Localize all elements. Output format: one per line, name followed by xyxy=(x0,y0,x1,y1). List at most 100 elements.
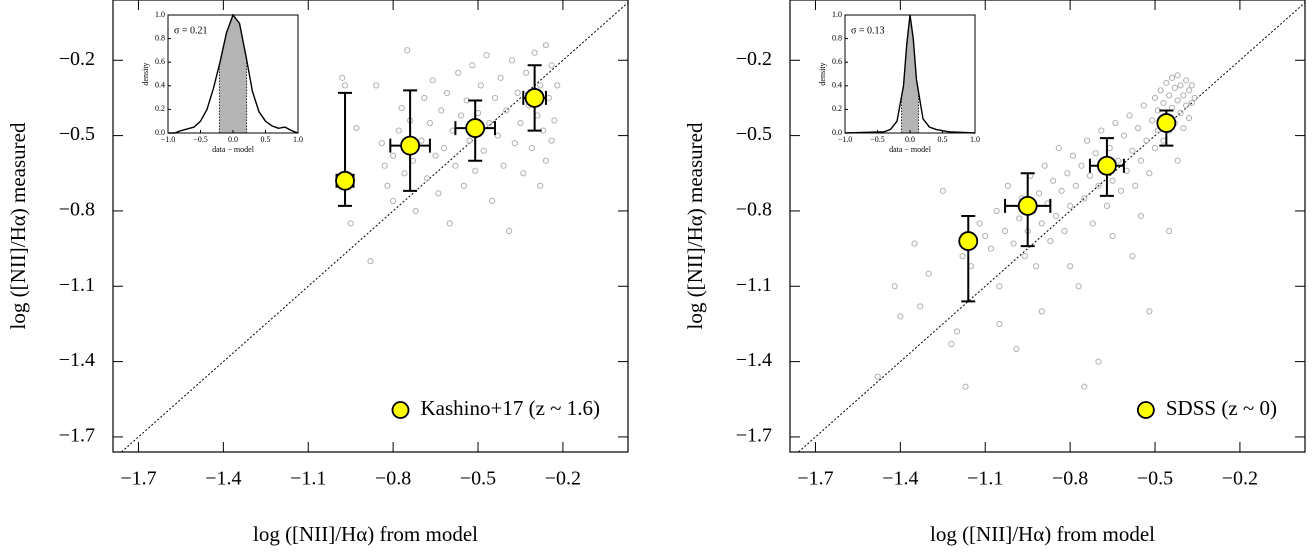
one-to-one-line xyxy=(121,2,629,453)
y-tick-label: −0.2 xyxy=(59,48,95,70)
data-point xyxy=(1132,182,1139,189)
shaded-region xyxy=(901,15,919,133)
data-point xyxy=(1098,127,1105,134)
data-point xyxy=(429,77,436,84)
inset-x-label: data − model xyxy=(212,145,255,154)
data-point xyxy=(426,119,434,127)
data-point xyxy=(959,253,966,260)
data-point xyxy=(1013,345,1020,353)
data-point xyxy=(491,94,499,102)
data-point xyxy=(996,320,1003,328)
data-point xyxy=(1109,232,1116,240)
data-point xyxy=(469,62,476,69)
data-point xyxy=(1143,137,1150,144)
data-point xyxy=(534,112,541,119)
data-point xyxy=(398,104,405,112)
data-point xyxy=(1109,177,1116,184)
data-point xyxy=(1095,358,1102,365)
inset-x-tick-label: 0.0 xyxy=(228,135,238,144)
binned-point xyxy=(524,88,545,108)
data-point xyxy=(443,89,451,97)
data-point xyxy=(457,112,465,119)
inset-x-tick-label: 0.5 xyxy=(261,135,271,144)
data-point xyxy=(341,82,349,89)
y-tick-label: −1.1 xyxy=(59,274,95,296)
data-point xyxy=(1146,170,1153,177)
inset-x-label: data − model xyxy=(889,145,932,154)
data-point xyxy=(1166,227,1173,235)
data-point xyxy=(1058,187,1065,194)
data-point xyxy=(1050,177,1057,184)
data-point xyxy=(353,124,360,132)
data-point xyxy=(523,69,530,76)
legend-label: SDSS (z ~ 0) xyxy=(1166,396,1277,420)
y-tick-label: −1.1 xyxy=(736,274,772,296)
data-point xyxy=(1069,152,1077,159)
inset-annotation: σ = 0.21 xyxy=(174,25,208,36)
data-point xyxy=(1185,87,1193,94)
x-axis-label: log ([NII]/Hα) from model xyxy=(930,522,1155,546)
data-point xyxy=(1151,145,1159,152)
data-point xyxy=(347,220,354,227)
data-point xyxy=(925,270,932,277)
legend-marker xyxy=(1136,401,1155,419)
data-point xyxy=(1123,167,1130,174)
binned-point xyxy=(465,118,486,138)
data-point xyxy=(1021,253,1028,260)
data-point xyxy=(1117,187,1125,194)
data-point xyxy=(435,190,442,197)
inset-y-tick-label: 0.8 xyxy=(155,33,165,42)
data-point xyxy=(418,137,425,144)
data-point xyxy=(939,187,946,194)
x-tick-label: −1.1 xyxy=(967,468,1003,490)
data-point xyxy=(511,140,518,147)
data-point xyxy=(472,167,479,174)
data-point xyxy=(537,182,544,189)
y-tick-label: −0.5 xyxy=(59,123,95,145)
y-tick-label: −1.4 xyxy=(736,349,772,371)
data-point xyxy=(987,245,995,252)
data-point xyxy=(1174,157,1181,164)
data-point xyxy=(1041,162,1048,169)
data-point xyxy=(1067,202,1074,210)
data-point xyxy=(996,283,1003,290)
binned-point xyxy=(335,170,355,191)
data-point xyxy=(1075,283,1082,290)
data-point xyxy=(1089,220,1096,227)
data-point xyxy=(1160,99,1167,107)
x-tick-label: −1.7 xyxy=(120,468,156,490)
data-point xyxy=(1157,87,1164,94)
data-point xyxy=(449,127,456,134)
x-axis-label: log ([NII]/Hα) from model xyxy=(253,522,478,546)
data-point xyxy=(1016,215,1023,222)
data-point xyxy=(1129,147,1136,154)
x-tick-label: −1.7 xyxy=(797,468,833,490)
inset-y-label: density xyxy=(141,62,150,85)
inset-x-tick-label: 1.0 xyxy=(970,135,980,144)
binned-point xyxy=(1097,155,1117,176)
x-tick-label: −0.5 xyxy=(1137,468,1173,490)
data-point xyxy=(412,207,419,215)
plot-frame xyxy=(789,0,1306,453)
data-point xyxy=(395,127,402,134)
data-point xyxy=(1168,74,1176,81)
legend-label: Kashino+17 (z ~ 1.6) xyxy=(420,396,600,420)
data-point xyxy=(1067,263,1074,270)
data-point xyxy=(1140,102,1147,109)
data-point xyxy=(404,47,411,54)
data-point xyxy=(1038,220,1045,227)
data-point xyxy=(1183,102,1190,109)
inset-x-tick-label: 0.5 xyxy=(938,135,948,144)
data-point xyxy=(460,182,467,189)
binned-point xyxy=(958,231,979,251)
y-axis-label: log ([NII]/Hα) measured xyxy=(683,122,707,329)
data-point xyxy=(993,207,1000,215)
data-point xyxy=(897,313,904,320)
data-point xyxy=(503,107,510,114)
data-point xyxy=(446,220,453,227)
inset-annotation: σ = 0.13 xyxy=(851,25,885,36)
data-point xyxy=(409,157,417,164)
data-point xyxy=(384,182,391,189)
inset-y-tick-label: 0.2 xyxy=(155,104,165,113)
